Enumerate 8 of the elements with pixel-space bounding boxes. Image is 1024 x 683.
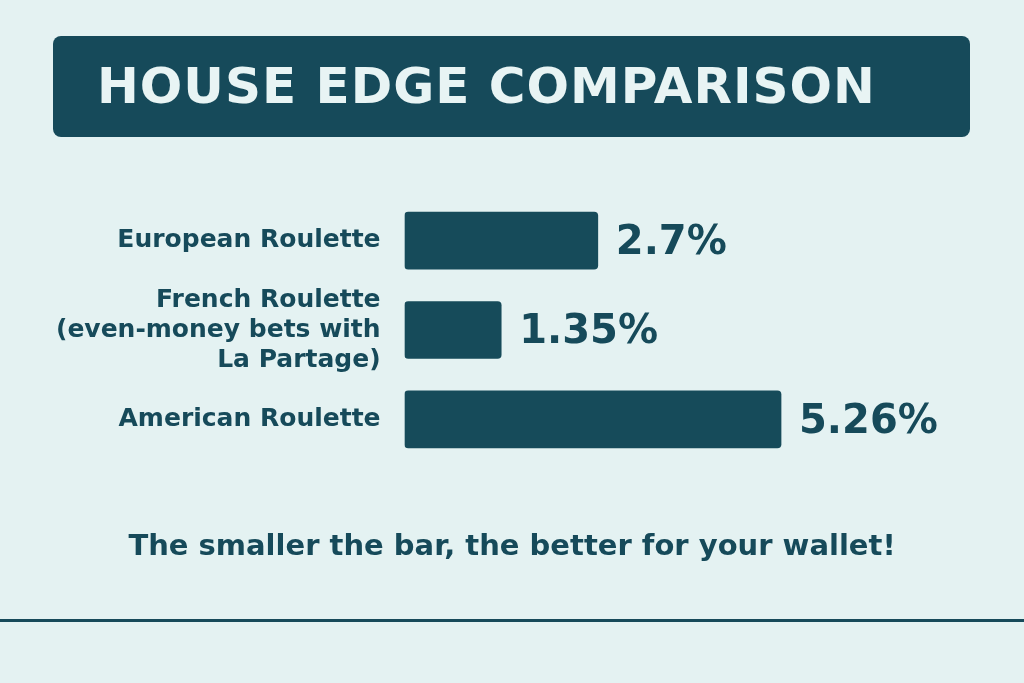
data-label: 1.35% — [519, 306, 658, 353]
text: The smaller the bar, the better for your wallet! — [127, 528, 897, 562]
y-tick-label: French Roulette (even-money bets with La Partage) — [55, 283, 381, 373]
y-tick-label: European Roulette — [117, 224, 381, 254]
y-tick-label: American Roulette — [118, 402, 381, 432]
data-label: 2.7% — [615, 217, 727, 264]
data-label: 5.26% — [799, 395, 938, 442]
chart-title: HOUSE EDGE COMPARISON — [53, 36, 970, 137]
